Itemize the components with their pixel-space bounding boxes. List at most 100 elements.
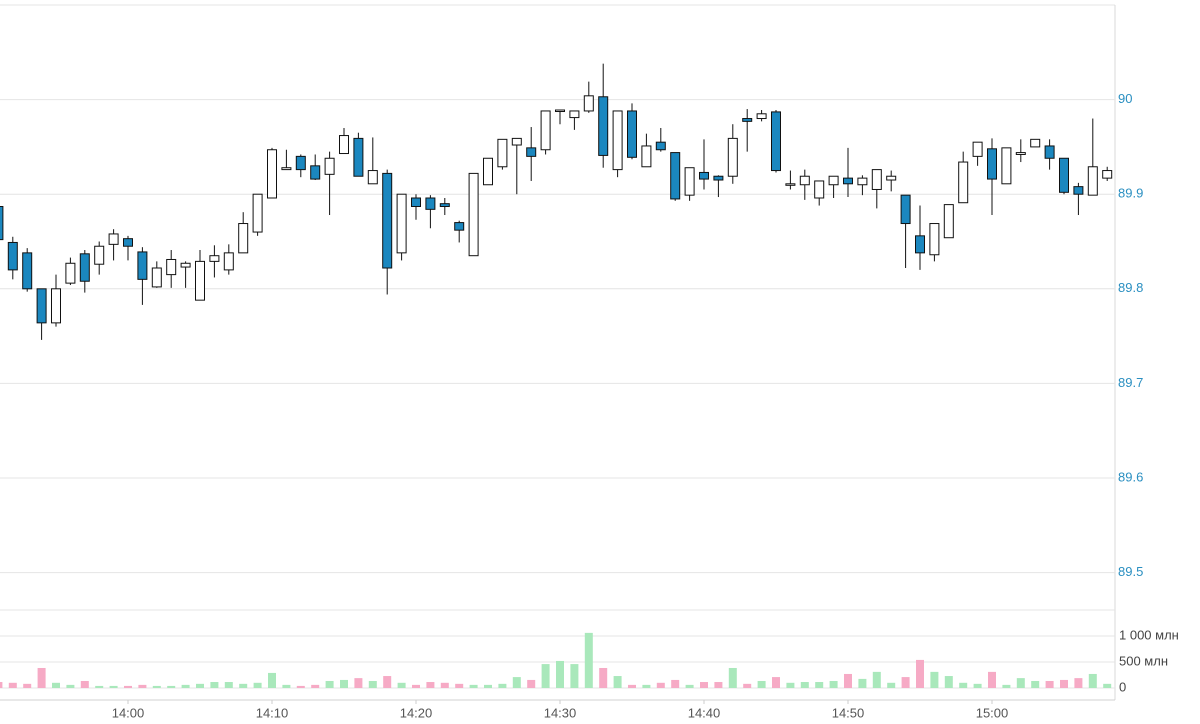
candle-body — [699, 171, 709, 180]
candle-body — [972, 141, 983, 157]
volume-bar — [340, 679, 348, 688]
volume-bar — [916, 659, 924, 688]
candle-body — [396, 193, 407, 254]
volume-bar — [858, 678, 867, 688]
candle-body — [65, 262, 76, 284]
volume-bar — [829, 680, 838, 688]
candle-body — [799, 175, 810, 186]
candle-body — [382, 172, 393, 269]
volume-bar — [656, 682, 665, 688]
volume-bar — [8, 682, 17, 688]
candle-body — [281, 167, 292, 171]
volume-bar — [800, 682, 809, 688]
volume-bar — [671, 679, 680, 688]
candle-body — [252, 193, 263, 233]
candle-body — [583, 95, 594, 112]
candle-body — [857, 177, 868, 186]
volume-bar — [1103, 683, 1112, 688]
candle-body — [353, 137, 364, 177]
volume-bar — [239, 683, 248, 688]
candle-body — [195, 260, 205, 301]
volume-bar — [181, 684, 190, 688]
candle-body — [843, 177, 853, 185]
candle-body — [655, 141, 666, 151]
candle-body — [7, 241, 18, 271]
volume-bar — [527, 679, 536, 688]
y-tick-label: 89.9 — [1118, 186, 1143, 201]
volume-bar — [23, 683, 32, 688]
candle-body — [1015, 152, 1026, 155]
volume-bar — [872, 671, 881, 688]
candle-body — [684, 167, 695, 196]
candle-body — [900, 194, 911, 225]
candle-body — [108, 233, 119, 245]
volume-bar — [268, 672, 276, 688]
candle-body — [94, 245, 105, 265]
candle-body — [411, 197, 421, 208]
volume-tick-label: 500 млн — [1119, 653, 1168, 668]
candle-body — [641, 145, 652, 168]
volume-bar — [224, 682, 233, 688]
volume-bar — [152, 685, 161, 688]
candle-body — [151, 267, 162, 288]
volume-bar — [815, 682, 824, 688]
y-tick-label: 89.6 — [1118, 469, 1143, 484]
volume-bar — [1060, 679, 1068, 688]
volume-bar — [1088, 673, 1097, 688]
candle-body — [123, 238, 133, 247]
volume-bar — [714, 682, 723, 688]
volume-bar — [124, 685, 132, 688]
volume-bar — [253, 682, 262, 688]
volume-bar — [930, 671, 939, 688]
volume-bar — [1074, 678, 1083, 688]
x-tick-label: 14:50 — [832, 705, 865, 720]
volume-bar — [628, 684, 636, 688]
candle-body — [756, 113, 767, 120]
candle-body — [209, 255, 220, 262]
y-tick-label: 90 — [1118, 91, 1132, 106]
volume-bar — [167, 685, 176, 688]
candle-body — [612, 110, 623, 171]
volume-bar — [484, 684, 492, 688]
candle-body — [886, 175, 897, 181]
volume-bar — [887, 682, 896, 688]
volume-bar — [1002, 684, 1011, 688]
volume-bar — [844, 673, 852, 688]
candle-body — [915, 235, 925, 254]
candle-body — [310, 165, 321, 180]
volume-bar — [988, 671, 996, 688]
volume-bar — [901, 677, 910, 688]
volume-bar — [440, 682, 449, 688]
volume-bar — [0, 682, 3, 688]
volume-bar — [512, 677, 521, 688]
candle-body — [51, 288, 61, 324]
candle-body — [987, 148, 997, 180]
candle-body — [1059, 157, 1069, 193]
volume-bar — [700, 682, 708, 688]
candle-body — [166, 258, 177, 276]
candle-body — [555, 109, 565, 113]
x-tick-label: 14:20 — [400, 705, 433, 720]
volume-bar — [397, 682, 406, 688]
candle-body — [526, 147, 537, 157]
volume-bar — [95, 685, 104, 688]
candle-body — [929, 223, 940, 256]
volume-bar — [1045, 680, 1054, 688]
volume-bar — [282, 684, 291, 688]
candle-body — [785, 183, 796, 186]
candle-body — [454, 222, 465, 231]
candle-body — [670, 152, 681, 200]
volume-bar — [570, 664, 579, 688]
y-tick-label: 89.8 — [1118, 280, 1143, 295]
candle-body — [36, 288, 47, 324]
volume-bar — [311, 684, 320, 688]
volume-bar — [599, 667, 608, 688]
volume-bar — [973, 683, 982, 688]
candle-body — [598, 96, 609, 156]
candle-body — [771, 111, 781, 172]
candle-body — [958, 161, 969, 204]
volume-bar — [685, 684, 694, 688]
candle-body — [22, 252, 33, 290]
volume-bar — [138, 684, 147, 688]
